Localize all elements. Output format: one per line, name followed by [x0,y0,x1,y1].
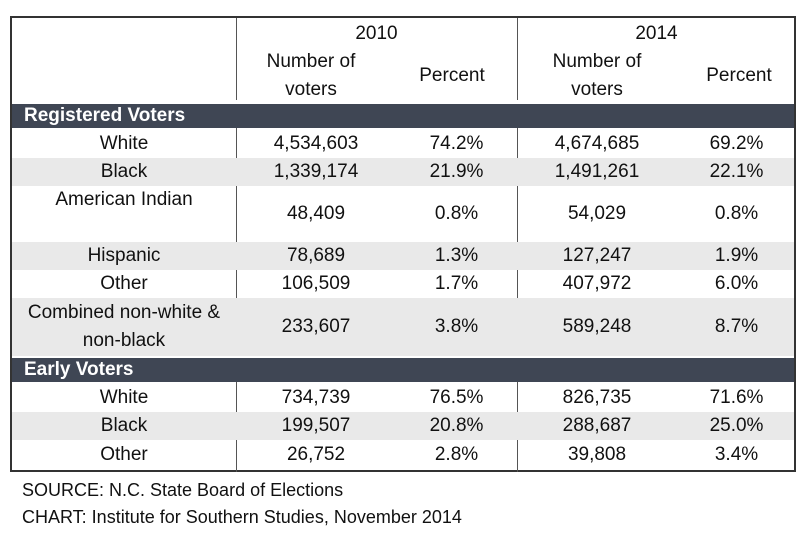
voters-2010: 734,739 [281,387,351,408]
voters-2014: 39,808 [567,444,627,465]
percent-header-2014: Percent [706,65,772,86]
percent-2010: 21.9% [429,161,484,182]
section-early-voters: Early Voters [12,358,794,382]
voters-2010: 4,534,603 [273,133,359,154]
percent-2010: 76.5% [429,387,484,408]
row-label: Other [100,444,148,465]
row-label: Black [100,415,148,436]
row-label: Black [100,161,148,182]
number-of-voters-header-2010: Number of voters [266,51,356,100]
percent-header-2010: Percent [419,65,485,86]
table-row: White 734,739 76.5% 826,735 71.6% [12,384,794,412]
divider-year-col [517,18,518,100]
percent-2014: 8.7% [714,316,759,337]
percent-2010: 2.8% [434,444,479,465]
percent-2014: 22.1% [709,161,764,182]
percent-2014: 0.8% [714,203,759,224]
voters-2014: 127,247 [562,245,632,266]
voters-2010: 106,509 [281,273,351,294]
year-2014-header: 2014 [635,23,678,44]
percent-2014: 69.2% [709,133,764,154]
table-row: Other 26,752 2.8% 39,808 3.4% [12,440,794,470]
percent-2010: 1.7% [434,273,479,294]
percent-2010: 1.3% [434,245,479,266]
voters-2014: 54,029 [567,203,627,224]
voters-2010: 1,339,174 [273,161,359,182]
voters-2010: 26,752 [286,444,346,465]
table-row: White 4,534,603 74.2% 4,674,685 69.2% [12,130,794,158]
divider-year-col-lower [517,128,518,346]
percent-2010: 20.8% [429,415,484,436]
percent-2014: 6.0% [714,273,759,294]
divider-label-col [236,18,237,100]
voters-2014: 4,674,685 [554,133,640,154]
table-row: Hispanic 78,689 1.3% 127,247 1.9% [12,242,794,270]
chart-credit-note: CHART: Institute for Southern Studies, N… [22,507,462,527]
percent-2014: 25.0% [709,415,764,436]
voters-2014: 589,248 [562,316,632,337]
divider-label-col-lower [236,128,237,346]
percent-2014: 71.6% [709,387,764,408]
source-note: SOURCE: N.C. State Board of Elections [22,480,344,500]
voters-2010: 233,607 [281,316,351,337]
percent-2010: 0.8% [434,203,479,224]
percent-2010: 3.8% [434,316,479,337]
table-row: American Indian 48,409 0.8% 54,029 0.8% [12,186,794,242]
row-label: Hispanic [87,245,161,266]
voters-2014: 407,972 [562,273,632,294]
table-row: Other 106,509 1.7% 407,972 6.0% [12,270,794,298]
voters-2010: 78,689 [286,245,346,266]
voters-2014: 826,735 [562,387,632,408]
row-label: Other [100,273,148,294]
table-row: Black 1,339,174 21.9% 1,491,261 22.1% [12,158,794,186]
section-registered-voters: Registered Voters [12,104,794,128]
percent-2014: 3.4% [714,444,759,465]
voters-2010: 48,409 [286,203,346,224]
row-label: White [99,133,149,154]
voter-table: 2010 2014 Number of voters Percent Numbe… [10,16,796,472]
percent-2014: 1.9% [714,245,759,266]
table-row: Combined non-white & non-black 233,607 3.8… [12,298,794,356]
year-2010-header: 2010 [355,23,398,44]
voters-2014: 288,687 [562,415,632,436]
voters-2014: 1,491,261 [554,161,640,182]
row-label: American Indian [55,189,193,210]
number-of-voters-header-2014: Number of voters [552,51,642,100]
voters-2010: 199,507 [281,415,351,436]
table-row: Black 199,507 20.8% 288,687 25.0% [12,412,794,440]
row-label: Combined non-white & non-black [27,302,221,351]
percent-2010: 74.2% [429,133,484,154]
row-label: White [99,387,149,408]
